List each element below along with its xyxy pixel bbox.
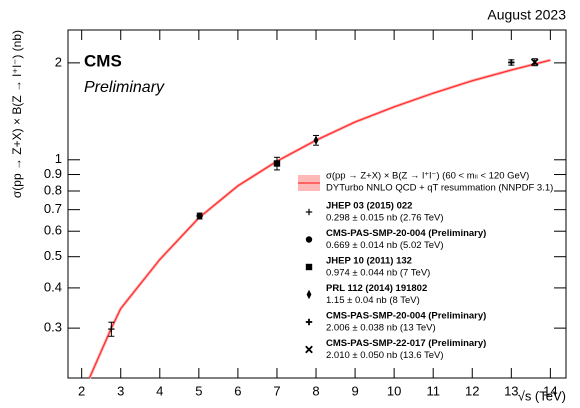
marker-part xyxy=(305,263,313,271)
legend-marker xyxy=(305,263,313,271)
y-tick-label: 0.3 xyxy=(44,320,62,335)
y-tick-label: 0.8 xyxy=(44,182,62,197)
experiment-label: CMS xyxy=(84,51,122,70)
y-tick-label: 0.7 xyxy=(44,201,62,216)
date-label: August 2023 xyxy=(487,7,566,23)
x-tick-label: 3 xyxy=(117,383,124,398)
x-tick-label: 10 xyxy=(387,383,401,398)
x-tick-label: 2 xyxy=(78,383,85,398)
x-tick-label: 5 xyxy=(195,383,202,398)
data-point xyxy=(108,325,115,333)
marker-part xyxy=(273,160,281,167)
y-tick-label: 0.5 xyxy=(44,248,62,263)
x-tick-label: 7 xyxy=(273,383,280,398)
marker-part xyxy=(530,58,539,67)
x-tick-label: 14 xyxy=(543,383,557,398)
x-tick-label: 11 xyxy=(426,383,440,398)
legend-value: 1.15 ± 0.04 nb (8 TeV) xyxy=(326,295,420,306)
legend-label: σ(pp → Z+X) × B(Z → l⁺l⁻) (60 < mₗₗ < 12… xyxy=(326,171,529,182)
legend-value: 2.006 ± 0.038 nb (13 TeV) xyxy=(326,323,436,334)
marker-part xyxy=(305,236,313,243)
legend-label: JHEP 10 (2011) 132 xyxy=(326,256,412,267)
theory-curve xyxy=(88,59,551,379)
legend-label: DYTurbo NNLO QCD + qT resummation (NNPDF… xyxy=(326,183,553,194)
marker-part xyxy=(196,212,203,220)
y-axis-label: σ(pp → Z+X) × B(Z → l⁺l⁻) (nb) xyxy=(10,30,24,198)
y-tick-label: 1 xyxy=(55,151,62,166)
data-point xyxy=(273,160,281,167)
status-label: Preliminary xyxy=(84,79,165,96)
x-tick-label: 6 xyxy=(234,383,241,398)
x-tick-label: 8 xyxy=(312,383,319,398)
x-axis-label: √s (TeV) xyxy=(518,388,566,403)
data-point xyxy=(530,58,539,67)
x-tick-label: 13 xyxy=(504,383,518,398)
legend-label: PRL 112 (2014) 191802 xyxy=(326,283,427,294)
legend-label: CMS-PAS-SMP-22-017 (Preliminary) xyxy=(326,338,486,349)
x-tick-label: 12 xyxy=(465,383,479,398)
legend-marker xyxy=(305,236,313,243)
y-tick-label: 2 xyxy=(55,54,62,69)
legend-label: CMS-PAS-SMP-20-004 (Preliminary) xyxy=(326,228,486,239)
legend-marker xyxy=(306,289,312,300)
y-tick-label: 0.9 xyxy=(44,166,62,181)
data-point xyxy=(313,135,319,145)
x-tick-label: 4 xyxy=(156,383,163,398)
y-tick-label: 0.6 xyxy=(44,223,62,238)
legend-marker xyxy=(305,345,313,354)
legend-marker xyxy=(305,208,313,216)
legend-label: CMS-PAS-SMP-20-004 (Preliminary) xyxy=(326,311,486,322)
legend-value: 0.974 ± 0.044 nb (7 TeV) xyxy=(326,268,430,279)
marker-part xyxy=(313,135,319,145)
x-tick-label: 9 xyxy=(351,383,358,398)
legend-value: 2.010 ± 0.050 nb (13.6 TeV) xyxy=(326,350,444,361)
plot-frame xyxy=(67,29,567,379)
y-tick-label: 0.4 xyxy=(44,279,62,294)
theory-band xyxy=(88,58,551,379)
legend-label: JHEP 03 (2015) 022 xyxy=(326,201,412,212)
legend-value: 0.298 ± 0.015 nb (2.76 TeV) xyxy=(326,213,444,224)
legend-marker xyxy=(305,318,313,326)
marker-part xyxy=(305,345,313,354)
data-point xyxy=(508,59,515,66)
data-point xyxy=(196,212,203,220)
legend-value: 0.669 ± 0.014 nb (5.02 TeV) xyxy=(326,240,444,251)
marker-part xyxy=(306,289,312,300)
